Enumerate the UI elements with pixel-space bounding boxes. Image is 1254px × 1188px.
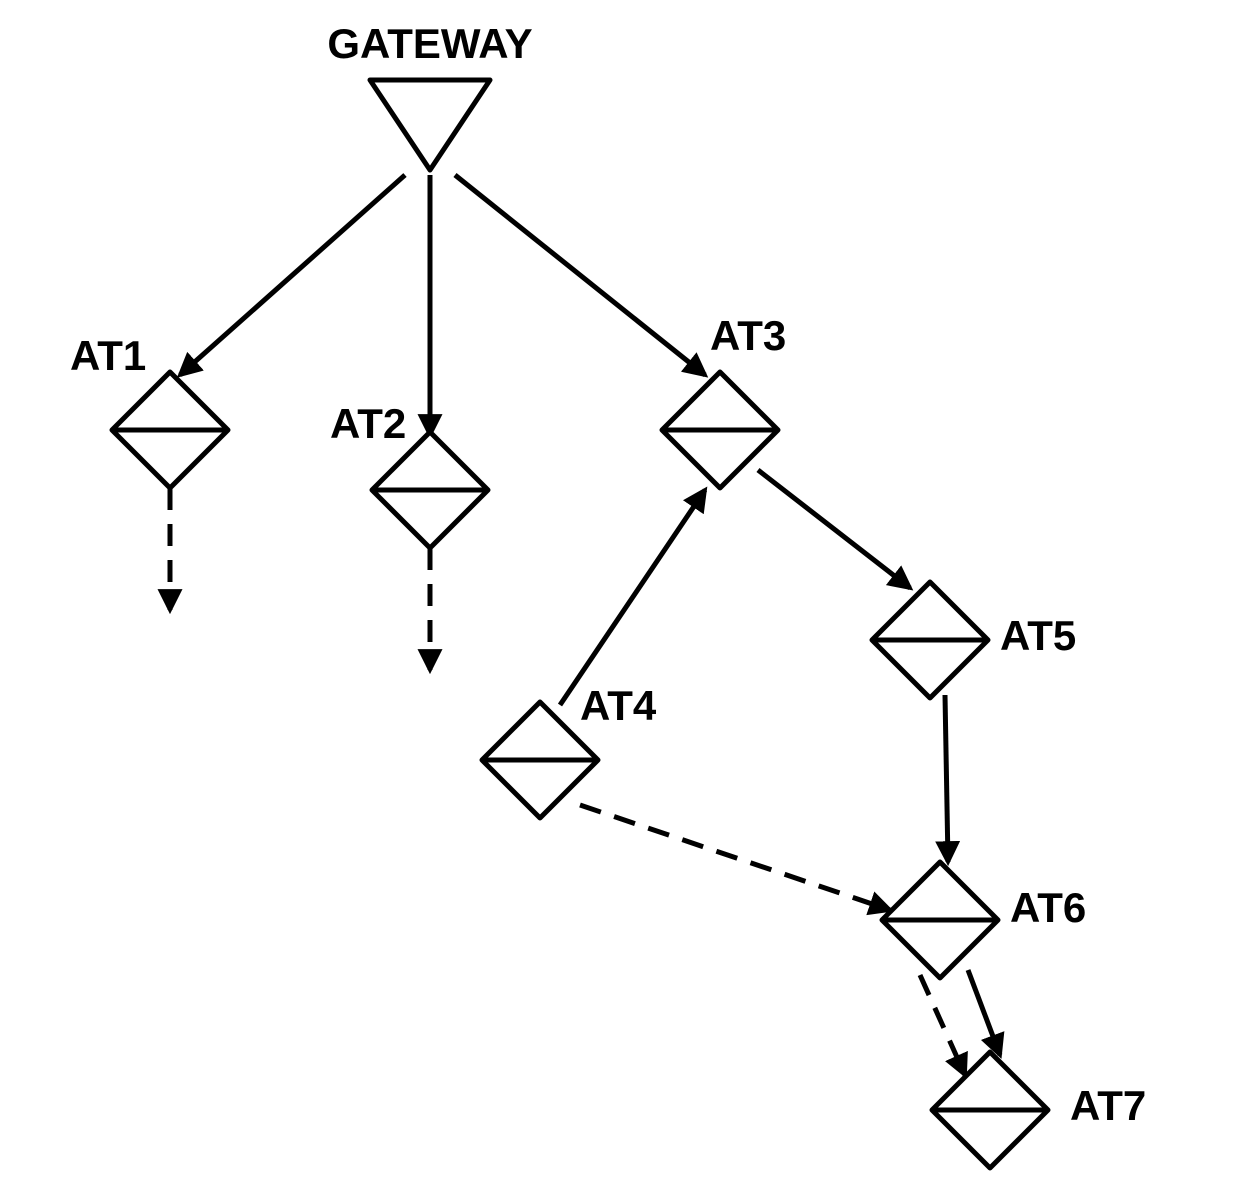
label-AT5: AT5	[1000, 612, 1076, 659]
node-AT5: AT5	[872, 582, 1076, 698]
edge-AT6-AT7b	[968, 970, 1000, 1055]
label-AT3: AT3	[710, 312, 786, 359]
node-AT2: AT2	[330, 400, 488, 548]
gateway-node	[370, 80, 490, 170]
edge-GATEWAY-AT3	[455, 175, 705, 375]
edge-GATEWAY-AT1	[180, 175, 405, 375]
label-AT6: AT6	[1010, 884, 1086, 931]
node-AT6: AT6	[882, 862, 1086, 978]
network-diagram: GATEWAY AT1 AT2 AT3 AT4 AT5 AT6 AT7	[0, 0, 1254, 1188]
gateway-label: GATEWAY	[327, 20, 532, 67]
node-AT4: AT4	[482, 682, 657, 818]
label-AT2: AT2	[330, 400, 406, 447]
label-AT1: AT1	[70, 332, 146, 379]
node-AT3: AT3	[662, 312, 786, 488]
edge-AT4-AT3	[560, 490, 705, 705]
edge-AT5-AT6	[945, 695, 948, 862]
edges	[170, 175, 1000, 1075]
edge-AT6-AT7a	[920, 975, 965, 1075]
edge-AT3-AT5	[758, 470, 910, 588]
label-AT7: AT7	[1070, 1082, 1146, 1129]
label-AT4: AT4	[580, 682, 657, 729]
node-AT7: AT7	[932, 1052, 1146, 1168]
edge-AT4-AT6	[580, 805, 890, 910]
